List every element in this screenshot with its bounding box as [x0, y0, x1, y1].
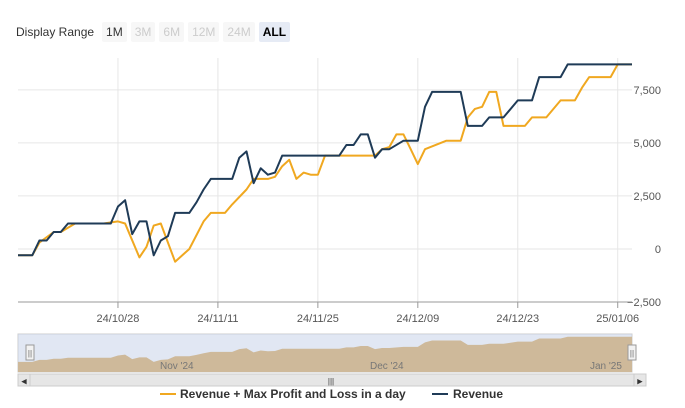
series-line-revenue — [18, 63, 632, 257]
y-tick-label: 0 — [655, 244, 661, 256]
navigator-label-jan: Jan '25 — [590, 361, 622, 372]
range-button-12m[interactable]: 12M — [188, 22, 220, 42]
navigator-scrollbar[interactable]: ||| ◀ ▶ — [17, 373, 647, 387]
navigator-left-handle[interactable]: || — [25, 344, 35, 361]
x-tick-label: 25/01/06 — [596, 313, 639, 325]
range-selector: Display Range 1M 3M 6M 12M 24M ALL — [16, 22, 294, 42]
right-handle-grip: || — [630, 349, 634, 358]
range-button-all[interactable]: ALL — [258, 22, 291, 42]
legend-label-revenue-plus: Revenue + Max Profit and Loss in a day — [180, 387, 406, 401]
legend-label-revenue: Revenue — [453, 387, 503, 401]
scroll-right-icon: ▶ — [637, 379, 643, 386]
chart-plot-area — [18, 63, 632, 263]
y-tick-label: 2,500 — [633, 191, 661, 203]
scroll-right-button[interactable] — [633, 373, 647, 387]
x-tick-label: 24/10/28 — [97, 313, 140, 325]
navigator-right-handle[interactable]: || — [627, 344, 637, 361]
navigator[interactable]: Nov '24 Dec '24 Jan '25 || || — [17, 333, 637, 373]
series-line-revenue-plus — [18, 63, 632, 263]
navigator-mask — [18, 334, 632, 372]
legend-item-revenue[interactable]: Revenue — [432, 387, 503, 401]
range-button-3m[interactable]: 3M — [130, 22, 156, 42]
y-tick-label: 7,500 — [633, 85, 661, 97]
range-button-1m[interactable]: 1M — [102, 22, 127, 42]
x-tick-label: 24/12/23 — [496, 313, 539, 325]
scroll-left-icon: ◀ — [21, 379, 27, 386]
y-tick-label: 5,000 — [633, 138, 661, 150]
x-tick-label: 24/12/09 — [396, 313, 439, 325]
scroll-left-button[interactable] — [17, 373, 31, 387]
range-button-6m[interactable]: 6M — [159, 22, 185, 42]
y-axis: −2,500 0 2,500 5,000 7,500 — [627, 85, 661, 309]
x-tick-label: 24/11/25 — [297, 313, 339, 325]
chart-grid — [18, 58, 632, 303]
navigator-label-dec: Dec '24 — [370, 361, 404, 372]
left-handle-grip: || — [28, 349, 32, 358]
range-selector-label: Display Range — [16, 25, 95, 39]
navigator-label-nov: Nov '24 — [160, 361, 194, 372]
range-button-24m[interactable]: 24M — [223, 22, 255, 42]
legend-item-revenue-plus[interactable]: Revenue + Max Profit and Loss in a day — [160, 387, 406, 401]
y-tick-label: −2,500 — [627, 297, 661, 309]
x-tick-label: 24/11/11 — [197, 313, 238, 325]
x-axis: 24/10/28 24/11/11 24/11/25 24/12/09 24/12/23… — [18, 301, 639, 325]
chart-legend: Revenue + Max Profit and Loss in a day R… — [160, 387, 503, 401]
scrollbar-grip-icon: ||| — [328, 377, 334, 386]
